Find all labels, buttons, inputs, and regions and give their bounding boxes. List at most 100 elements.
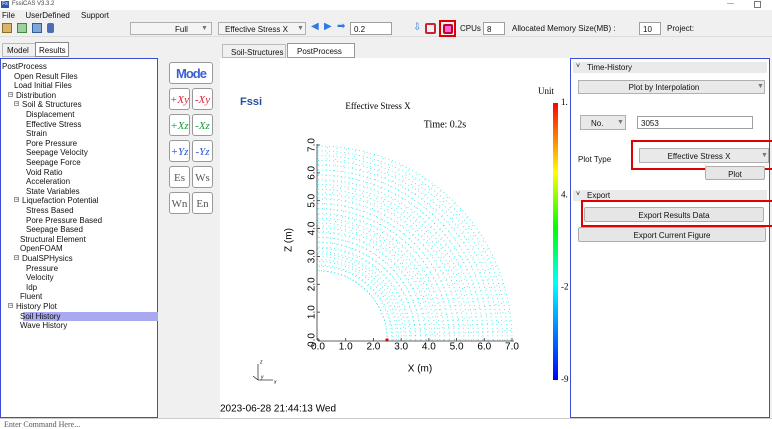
prev-step[interactable]: ◀ (311, 21, 319, 32)
tree-item[interactable]: Soil & Structures (22, 100, 82, 110)
view-button[interactable]: +Yz (169, 140, 190, 162)
tree-item[interactable]: Liquefaction Potential (22, 196, 99, 206)
export-header[interactable]: ˅ Export (573, 190, 767, 201)
selection-highlight (23, 311, 158, 321)
maximize[interactable] (754, 1, 761, 8)
tree-item[interactable]: Velocity (26, 273, 54, 283)
tree-item[interactable]: Idp (26, 282, 38, 292)
menu-item[interactable]: Support (81, 11, 110, 20)
download-icon[interactable]: ⇩ (413, 22, 422, 33)
plot-type-dropdown[interactable]: Effective Stress X ▼ (639, 148, 769, 163)
mesh-icon[interactable] (425, 23, 436, 34)
interpolation-mode: Plot by Interpolation (628, 83, 700, 92)
tree-item[interactable]: History Plot (16, 302, 57, 311)
view-button[interactable]: Ws (192, 166, 213, 188)
tree-item[interactable]: Stress Based (26, 206, 74, 215)
mesh-arc (317, 184, 474, 341)
memory: 10 (643, 25, 652, 34)
view-button[interactable]: Es (169, 166, 190, 188)
cpus-input[interactable]: 8 (483, 22, 505, 35)
command-line[interactable]: Enter Command Here... (0, 418, 772, 429)
tree-item[interactable]: PostProcess (2, 62, 47, 71)
play[interactable]: ▶ (324, 21, 332, 32)
id-type-dropdown[interactable]: No. ▼ (580, 115, 626, 130)
tree-item[interactable]: Pore Pressure Based (26, 215, 103, 225)
view-button[interactable]: -Xy (192, 88, 213, 110)
time-history-header[interactable]: ˅ Time-History (573, 62, 767, 73)
view-button[interactable]: Wn (169, 192, 190, 214)
menu-item[interactable]: UserDefined (25, 11, 70, 20)
expander[interactable]: − (14, 197, 19, 204)
view-mode-dropdown[interactable]: Full ▼ (130, 22, 212, 35)
result-field-dropdown[interactable]: Effective Stress X ▼ (218, 22, 306, 35)
time-step-input[interactable]: 0.2 (350, 22, 392, 35)
tree-item[interactable]: DualSPHysics (22, 254, 73, 263)
project-label: Project: (667, 24, 695, 33)
tree-item[interactable]: Soil History (20, 311, 61, 321)
tree-item[interactable]: Distribution (16, 90, 57, 100)
tree-item[interactable]: State Variables (26, 186, 80, 196)
tree-item[interactable]: Structural Element (20, 234, 86, 244)
tree-item[interactable]: Seepage Based (26, 225, 83, 235)
view-button[interactable]: +Xy (169, 88, 190, 110)
results-tree: PostProcess Open Result Files Load Initial… (0, 58, 158, 418)
expander[interactable]: − (14, 255, 19, 261)
view-button[interactable]: -Xz (192, 114, 213, 136)
tree-item[interactable]: Fluent (20, 292, 43, 302)
tree-item[interactable]: Displacement (26, 110, 75, 119)
x-tick-label: 2.0 (366, 342, 380, 353)
export-figure-button[interactable]: Export Current Figure (578, 227, 766, 242)
memory-input[interactable]: 10 (639, 22, 661, 35)
export-results-button[interactable]: Export Results Data (584, 207, 764, 222)
dropdown-arrow: ▼ (297, 25, 304, 32)
tree-item[interactable]: Open Result Files (14, 71, 78, 81)
dropdown-arrow: ▼ (757, 83, 764, 90)
tree-item[interactable]: Pore Pressure (26, 138, 78, 148)
tab-postprocess[interactable]: PostProcess (287, 43, 355, 58)
mesh-arc (317, 174, 484, 341)
mesh-arc (317, 222, 436, 341)
tab-results[interactable]: Results (35, 42, 69, 57)
tree-item[interactable]: OpenFOAM (20, 244, 63, 254)
open-icon[interactable] (2, 23, 12, 33)
minimize[interactable]: — (727, 0, 734, 7)
y-tick-label: 2.0 (307, 277, 318, 291)
tree-item[interactable]: Void Ratio (26, 167, 63, 177)
expander[interactable]: − (8, 91, 13, 98)
plot-type-label: Plot Type (578, 155, 612, 164)
tree-item[interactable]: Wave History (20, 321, 68, 331)
device-icon[interactable] (47, 23, 54, 33)
mesh-arc (317, 164, 494, 341)
next-step[interactable]: ➡ (337, 21, 346, 32)
logo: Fssi (240, 96, 262, 108)
x-tick-label: 4.0 (422, 342, 436, 353)
tree-item[interactable]: Effective Stress (26, 119, 82, 129)
command-placeholder: Enter Command Here... (4, 420, 81, 429)
history-icon[interactable] (443, 24, 453, 34)
tree-item[interactable]: Acceleration (26, 177, 71, 187)
x-tick-label: 0.0 (311, 342, 325, 353)
mode-button[interactable]: Mode (169, 62, 213, 84)
tab-soil-structures[interactable]: Soil-Structures (222, 44, 286, 58)
interpolation-dropdown[interactable]: Plot by Interpolation ▼ (578, 80, 765, 94)
tree-item[interactable]: Strain (26, 129, 47, 139)
tree-item[interactable]: Seepage Force (26, 158, 81, 167)
view-button[interactable]: -Yz (192, 140, 213, 162)
expander[interactable]: − (14, 101, 19, 108)
plot-button[interactable]: Plot (705, 166, 765, 180)
menu-bar: File UserDefined Support (0, 10, 772, 20)
expander[interactable]: − (8, 303, 13, 309)
id-input[interactable]: 3053 (637, 116, 753, 129)
tree-item[interactable]: Pressure (26, 263, 59, 273)
tree-item[interactable]: Load Initial Files (14, 81, 72, 91)
tree-item[interactable]: Seepage Velocity (26, 148, 88, 158)
view-button[interactable]: En (192, 192, 213, 214)
colorbar-label: -2 (561, 282, 569, 292)
import-icon[interactable] (17, 23, 27, 33)
colorbar-label: -9 (561, 374, 569, 384)
view-button[interactable]: +Xz (169, 114, 190, 136)
save-icon[interactable] (32, 23, 42, 33)
menu-item[interactable]: File (2, 11, 15, 20)
tab-model[interactable]: Model (2, 43, 36, 57)
